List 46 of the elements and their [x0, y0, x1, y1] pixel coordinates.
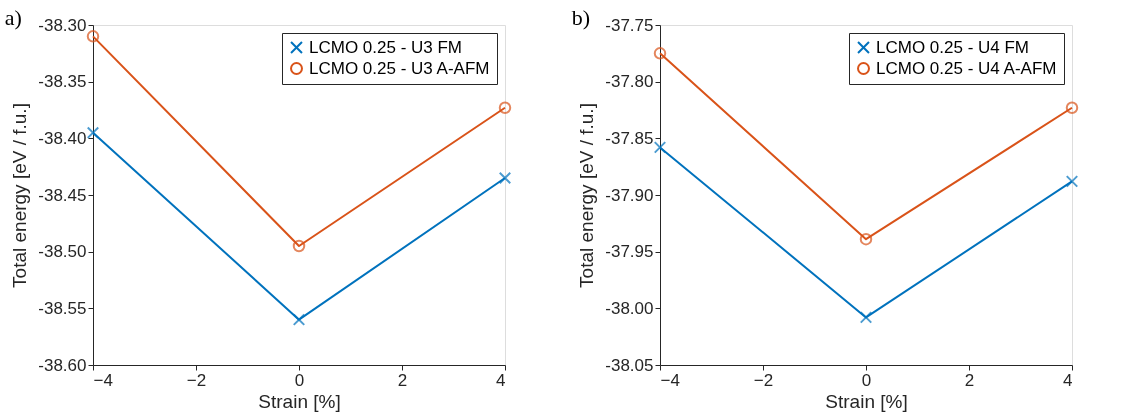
x-axis-title: Strain [%] — [825, 390, 908, 412]
x-tick-label: −2 — [753, 370, 774, 390]
point — [498, 171, 512, 185]
point — [292, 313, 306, 326]
point — [653, 141, 667, 154]
point — [1065, 175, 1079, 188]
y-tick-label: -38.30 — [38, 15, 87, 35]
point — [86, 30, 100, 43]
x-tick-label: −2 — [186, 370, 207, 390]
point — [859, 232, 873, 246]
y-tick-label: -37.75 — [605, 15, 654, 35]
point — [292, 239, 306, 253]
y-tick-label: -37.85 — [605, 128, 654, 148]
point — [1065, 101, 1079, 114]
y-tick-label: -37.80 — [605, 72, 654, 92]
point — [498, 101, 512, 114]
y-axis-title: Total energy [eV / f.u.] — [9, 103, 31, 288]
y-tick-label: -37.90 — [605, 185, 654, 205]
legend-label: LCMO 0.25 - U4 A-AFM — [876, 58, 1057, 78]
y-tick-label: -38.40 — [38, 128, 87, 148]
point — [86, 126, 100, 139]
y-tick-label: -38.05 — [605, 355, 654, 375]
x-axis-title: Strain [%] — [258, 390, 341, 412]
y-tick-label: -37.95 — [605, 242, 654, 262]
x-tick-label: −4 — [93, 370, 113, 390]
y-tick-label: -38.45 — [38, 185, 87, 205]
legend-label: LCMO 0.25 - U4 FM — [876, 37, 1030, 57]
x-tick-label: 4 — [496, 370, 506, 390]
x-tick-label: 2 — [964, 370, 975, 390]
x-tick-label: −4 — [660, 370, 680, 390]
point — [653, 47, 667, 60]
chart-title: a) — [4, 5, 22, 30]
chart-title: b) — [571, 5, 591, 30]
x-tick-label: 4 — [1063, 370, 1073, 390]
y-tick-label: -38.35 — [38, 72, 87, 92]
x-tick-label: 0 — [294, 370, 305, 390]
y-tick-label: -38.55 — [38, 298, 87, 318]
x-tick-label: 2 — [397, 370, 408, 390]
y-tick-label: -38.60 — [38, 355, 87, 375]
x-tick-label: 0 — [861, 370, 872, 390]
point — [859, 311, 873, 324]
y-axis-title: Total energy [eV / f.u.] — [576, 103, 598, 288]
y-tick-label: -38.50 — [38, 242, 87, 262]
y-tick-label: -38.00 — [605, 298, 654, 318]
legend-label: LCMO 0.25 - U3 A-AFM — [309, 58, 490, 78]
legend-label: LCMO 0.25 - U3 FM — [309, 37, 463, 57]
